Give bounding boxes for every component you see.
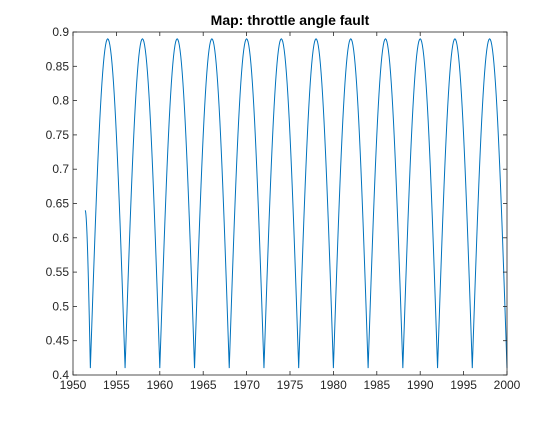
series-line-0 (84, 38, 508, 369)
y-tick-label: 0.7 (52, 162, 69, 176)
y-tick-label: 0.5 (52, 299, 69, 313)
x-tick-label: 1975 (277, 378, 304, 392)
y-tick-label: 0.6 (52, 231, 69, 245)
x-tick-label: 1985 (363, 378, 390, 392)
x-tick-label: 1990 (407, 378, 434, 392)
y-tick-label: 0.8 (52, 94, 69, 108)
x-tick-label: 1960 (146, 378, 173, 392)
y-tick-label: 0.65 (46, 197, 70, 211)
x-tick-label: 1965 (190, 378, 217, 392)
x-tick-label: 1955 (103, 378, 130, 392)
x-tick-label: 1950 (60, 378, 87, 392)
chart-title: Map: throttle angle fault (211, 12, 370, 28)
axes: 1950 1955 1960 1965 1970 1975 1980 1985 1990 1995… (46, 25, 521, 392)
x-tick-label: 2000 (494, 378, 521, 392)
x-tick-label: 1970 (233, 378, 260, 392)
x-tick-label: 1995 (450, 378, 477, 392)
axes-background (73, 32, 507, 375)
y-tick-label: 0.75 (46, 128, 70, 142)
y-tick-label: 0.9 (52, 25, 69, 39)
y-tick-label: 0.4 (52, 368, 69, 382)
plot-area (73, 32, 508, 375)
y-tick-label: 0.45 (46, 334, 70, 348)
x-tick-label: 1980 (320, 378, 347, 392)
y-tick-label: 0.55 (46, 265, 70, 279)
y-tick-label: 0.85 (46, 59, 70, 73)
